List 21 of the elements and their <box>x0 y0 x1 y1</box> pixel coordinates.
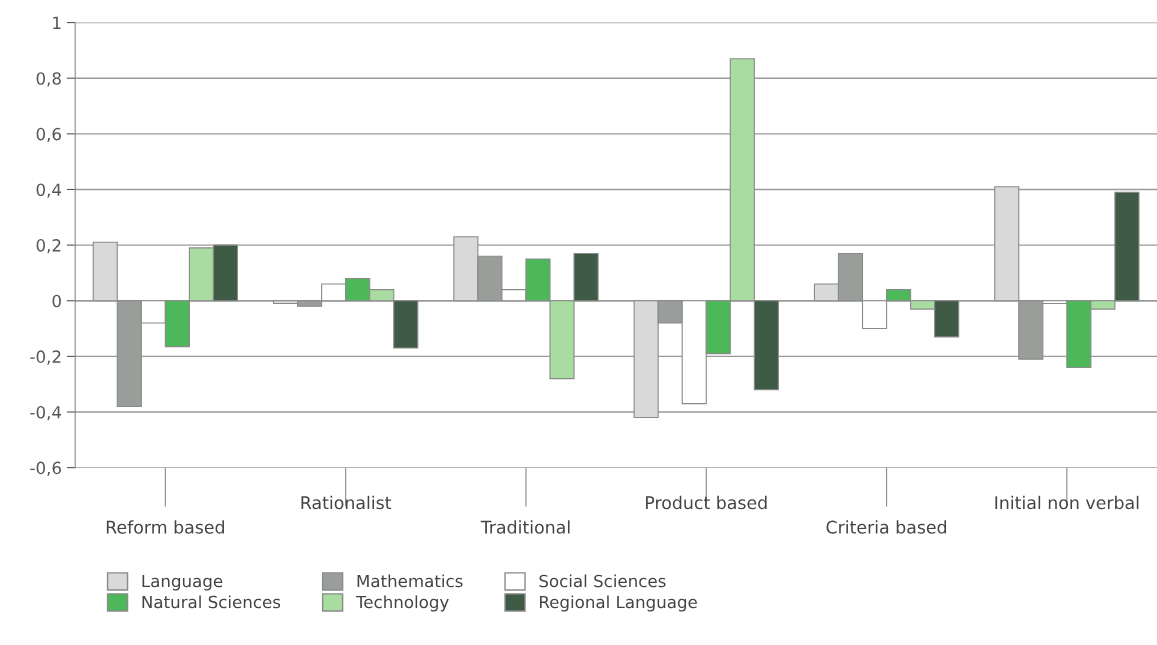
y-tick-label: 0,6 <box>36 127 61 143</box>
y-tick-label: 0 <box>52 294 61 308</box>
x-tick-label: Reform based <box>106 520 224 534</box>
x-tick-label: Criteria based <box>826 520 947 534</box>
y-tick-label: 0,4 <box>36 183 62 198</box>
x-tick-label: Product based <box>646 495 767 510</box>
legend-label: Social Sciences <box>539 574 666 588</box>
y-tick-label: -0,6 <box>30 461 61 476</box>
x-tick-label: Initial non verbal <box>995 495 1139 510</box>
legend-label: Natural Sciences <box>142 595 281 609</box>
y-tick-label: 0,8 <box>36 72 61 87</box>
legend-label: Regional Language <box>540 595 697 612</box>
y-tick-label: -0,4 <box>30 405 62 421</box>
y-tick-label: 0,2 <box>36 239 61 254</box>
y-tick-label: -0,2 <box>30 350 61 365</box>
x-tick-label: Rationalist <box>301 495 392 510</box>
y-tick-label: 1 <box>53 16 61 29</box>
legend-label: Language <box>142 574 223 591</box>
legend-label: Technology <box>355 595 449 612</box>
legend-label: Mathematics <box>357 574 463 588</box>
x-tick-label: Traditional <box>480 520 570 534</box>
